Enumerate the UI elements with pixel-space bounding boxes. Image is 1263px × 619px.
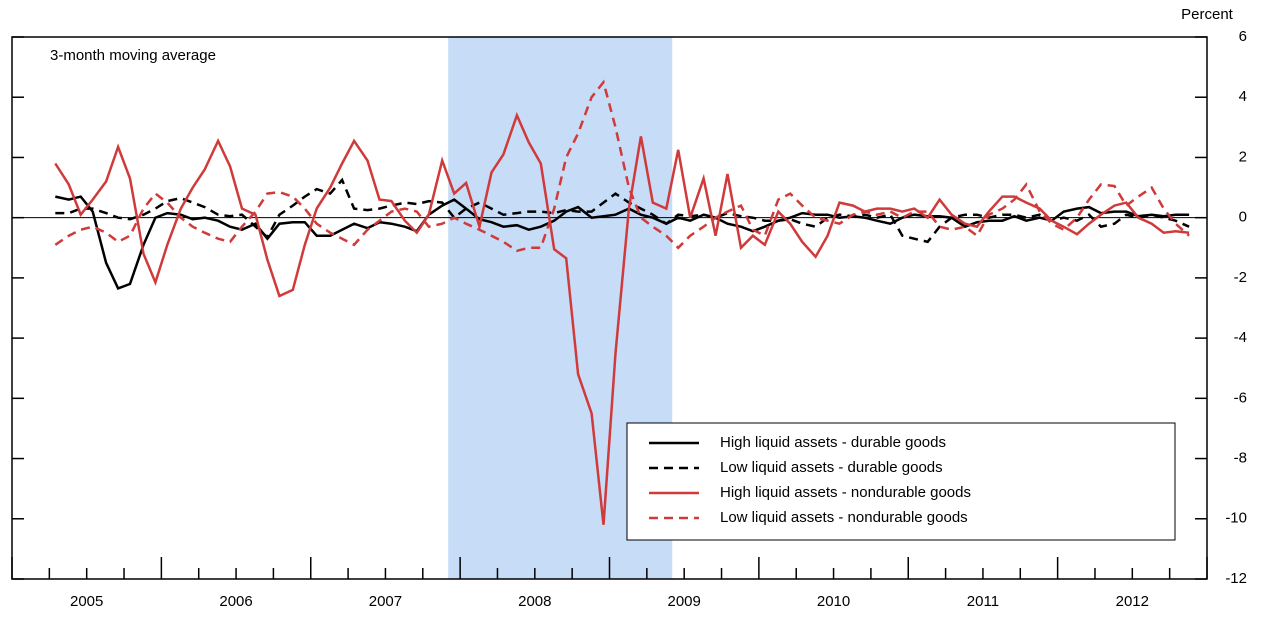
y-tick-label: -10: [1225, 510, 1247, 527]
series-line: [54, 79, 1190, 253]
y-tick-label: 4: [1239, 88, 1247, 105]
x-tick-label: 2005: [70, 593, 103, 610]
y-tick-label: -2: [1234, 269, 1247, 286]
x-tick-label: 2007: [369, 593, 402, 610]
y-tick-label: -12: [1225, 570, 1247, 587]
series-line: [54, 111, 1190, 525]
legend: High liquid assets - durable goods Low li…: [626, 422, 1176, 541]
legend-label: High liquid assets - durable goods: [720, 434, 946, 451]
y-tick-label: 2: [1239, 148, 1247, 165]
x-tick-label: 2009: [668, 593, 701, 610]
y-axis-label: Percent: [1181, 6, 1234, 23]
series-line: [55, 195, 1190, 290]
x-tick-label: 2011: [967, 593, 999, 610]
y-tick-label: -6: [1234, 389, 1247, 406]
legend-label: High liquid assets - nondurable goods: [720, 484, 971, 501]
y-tick-label: -8: [1234, 450, 1247, 467]
x-tick-label: 2010: [817, 593, 850, 610]
y-tick-label: 6: [1239, 28, 1247, 45]
series-line: [55, 177, 1190, 244]
legend-label: Low liquid assets - nondurable goods: [720, 509, 968, 526]
legend-label: Low liquid assets - durable goods: [720, 459, 943, 476]
x-tick-label: 2012: [1116, 593, 1149, 610]
plot-area: [12, 37, 1207, 579]
x-tick-label: 2008: [518, 593, 551, 610]
x-tick-label: 2006: [219, 593, 252, 610]
y-tick-label: -4: [1234, 329, 1247, 346]
y-tick-label: 0: [1239, 209, 1247, 226]
legend-box: [626, 422, 1176, 541]
annotation: 3-month moving average: [50, 47, 216, 64]
